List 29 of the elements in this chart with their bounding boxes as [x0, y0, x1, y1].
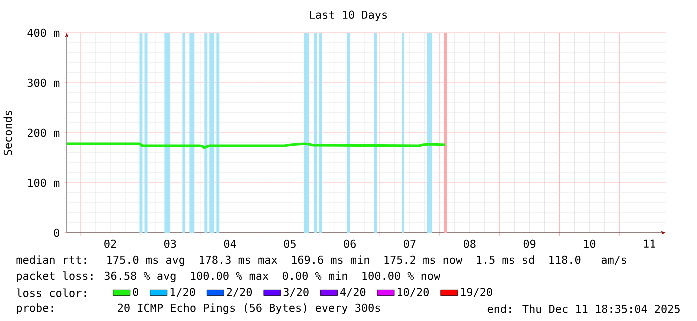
text: probe: 20 ICMP Echo Pings (56 Bytes) every 300s [17, 304, 380, 314]
legend-title: loss color: [17, 288, 86, 298]
legend-label: 10/20 [398, 288, 429, 298]
x-tick-label: 02 [104, 240, 116, 248]
text: packet loss: 36.58 % avg 100.00 % max 0.00 % min 100.00 % now [17, 272, 441, 282]
text: median rtt: 175.0 ms avg 178.3 ms max 169.6 ms min 175.2 ms now 1.5 ms sd 118.0 am/s [16, 256, 626, 266]
x-tick-label: 10 [584, 240, 596, 248]
legend-label: 2/20 [227, 288, 252, 298]
x-tick-label: 09 [524, 240, 536, 248]
y-tick-label: 0 [54, 228, 60, 238]
legend-label: 3/20 [284, 288, 309, 298]
legend-label: 4/20 [340, 288, 366, 298]
y-tick-label: 100 m [28, 178, 60, 188]
legend-label: 0 [133, 288, 138, 296]
x-tick-label: 08 [464, 240, 476, 248]
text: end: Thu Dec 11 18:35:04 2025 [488, 304, 680, 314]
y-axis-title: Seconds [4, 110, 12, 156]
x-tick-label: 04 [224, 240, 236, 248]
x-tick-label: 07 [404, 240, 416, 248]
y-tick-label: 400 m [28, 28, 60, 38]
legend-label: 19/20 [461, 288, 492, 298]
chart-title: Last 10 Days [310, 10, 387, 22]
legend-label: 1/20 [170, 288, 196, 298]
y-tick-label: 200 m [28, 128, 60, 138]
x-tick-label: 06 [344, 240, 356, 248]
y-tick-label: 300 m [28, 78, 60, 88]
x-tick-label: 05 [284, 240, 296, 248]
x-tick-label: 03 [164, 240, 176, 248]
x-tick-label: 11 [644, 240, 656, 248]
